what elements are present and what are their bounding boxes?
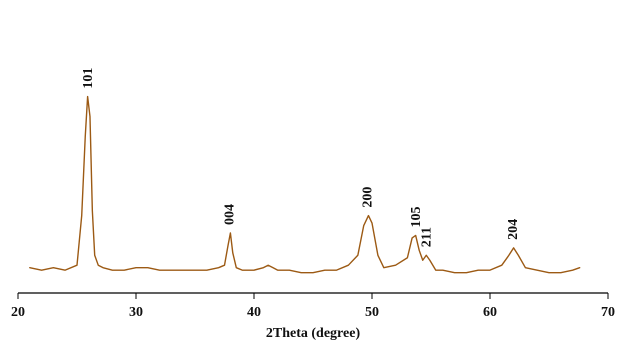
x-tick-label: 70 — [601, 305, 615, 320]
peak-label: 204 — [506, 219, 521, 240]
peak-label: 004 — [223, 204, 238, 225]
x-tick-label: 60 — [483, 305, 497, 320]
x-tick-label: 40 — [247, 305, 261, 320]
x-tick-label: 50 — [365, 305, 379, 320]
x-tick-label: 30 — [129, 305, 143, 320]
peak-label: 211 — [420, 227, 435, 247]
x-tick-label: 20 — [11, 305, 25, 320]
peak-label: 101 — [81, 68, 96, 89]
series-line — [29, 95, 581, 274]
peak-label: 105 — [409, 206, 424, 227]
x-axis: 20 30 40 50 60 70 — [11, 292, 615, 320]
peak-label: 200 — [361, 187, 376, 208]
plot-area — [29, 95, 581, 274]
x-axis-title: 2Theta (degree) — [266, 326, 361, 341]
